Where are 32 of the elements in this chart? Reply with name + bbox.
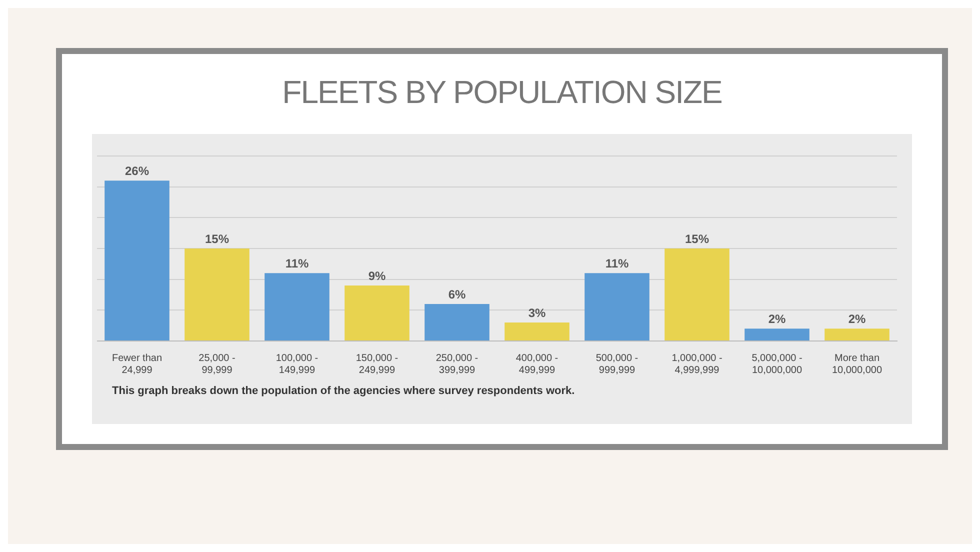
data-label: 15% bbox=[204, 232, 230, 246]
bar bbox=[744, 328, 810, 340]
x-tick-label: 25,000 - 99,999 bbox=[198, 352, 236, 376]
bar bbox=[584, 273, 650, 340]
data-label: 15% bbox=[684, 232, 710, 246]
bar bbox=[184, 248, 250, 340]
text: This graph breaks down the population of the agencies where survey respondents work. bbox=[112, 385, 576, 397]
chart-title: FLEETS BY POPULATION SIZE bbox=[281, 74, 723, 111]
x-tick-label: 100,000 - 149,999 bbox=[276, 352, 318, 376]
data-label: 11% bbox=[285, 256, 310, 270]
x-tick-label: More than 10,000,000 bbox=[832, 352, 882, 376]
x-tick-label: 400,000 - 499,999 bbox=[516, 352, 558, 376]
x-tick-label: 150,000 - 249,999 bbox=[356, 352, 398, 376]
x-tick-label: Fewer than 24,999 bbox=[112, 352, 162, 376]
data-label: 6% bbox=[448, 287, 466, 302]
data-label: 11% bbox=[605, 256, 630, 270]
data-label: 2% bbox=[848, 312, 866, 326]
bar bbox=[664, 248, 730, 340]
bar bbox=[264, 273, 330, 340]
bar bbox=[504, 322, 570, 340]
bar bbox=[424, 304, 490, 340]
x-tick-label: 1,000,000 - 4,999,999 bbox=[672, 352, 722, 376]
data-label: 3% bbox=[528, 306, 546, 320]
bar bbox=[104, 180, 170, 340]
x-tick-label: 250,000 - 399,999 bbox=[436, 352, 478, 376]
x-tick-label: 500,000 - 999,999 bbox=[596, 352, 638, 376]
data-label: 26% bbox=[124, 164, 150, 178]
data-label: 9% bbox=[368, 268, 386, 283]
data-label: 2% bbox=[768, 312, 786, 326]
bar bbox=[824, 328, 890, 340]
bar bbox=[344, 286, 410, 340]
x-tick-label: 5,000,000 - 10,000,000 bbox=[752, 352, 802, 376]
